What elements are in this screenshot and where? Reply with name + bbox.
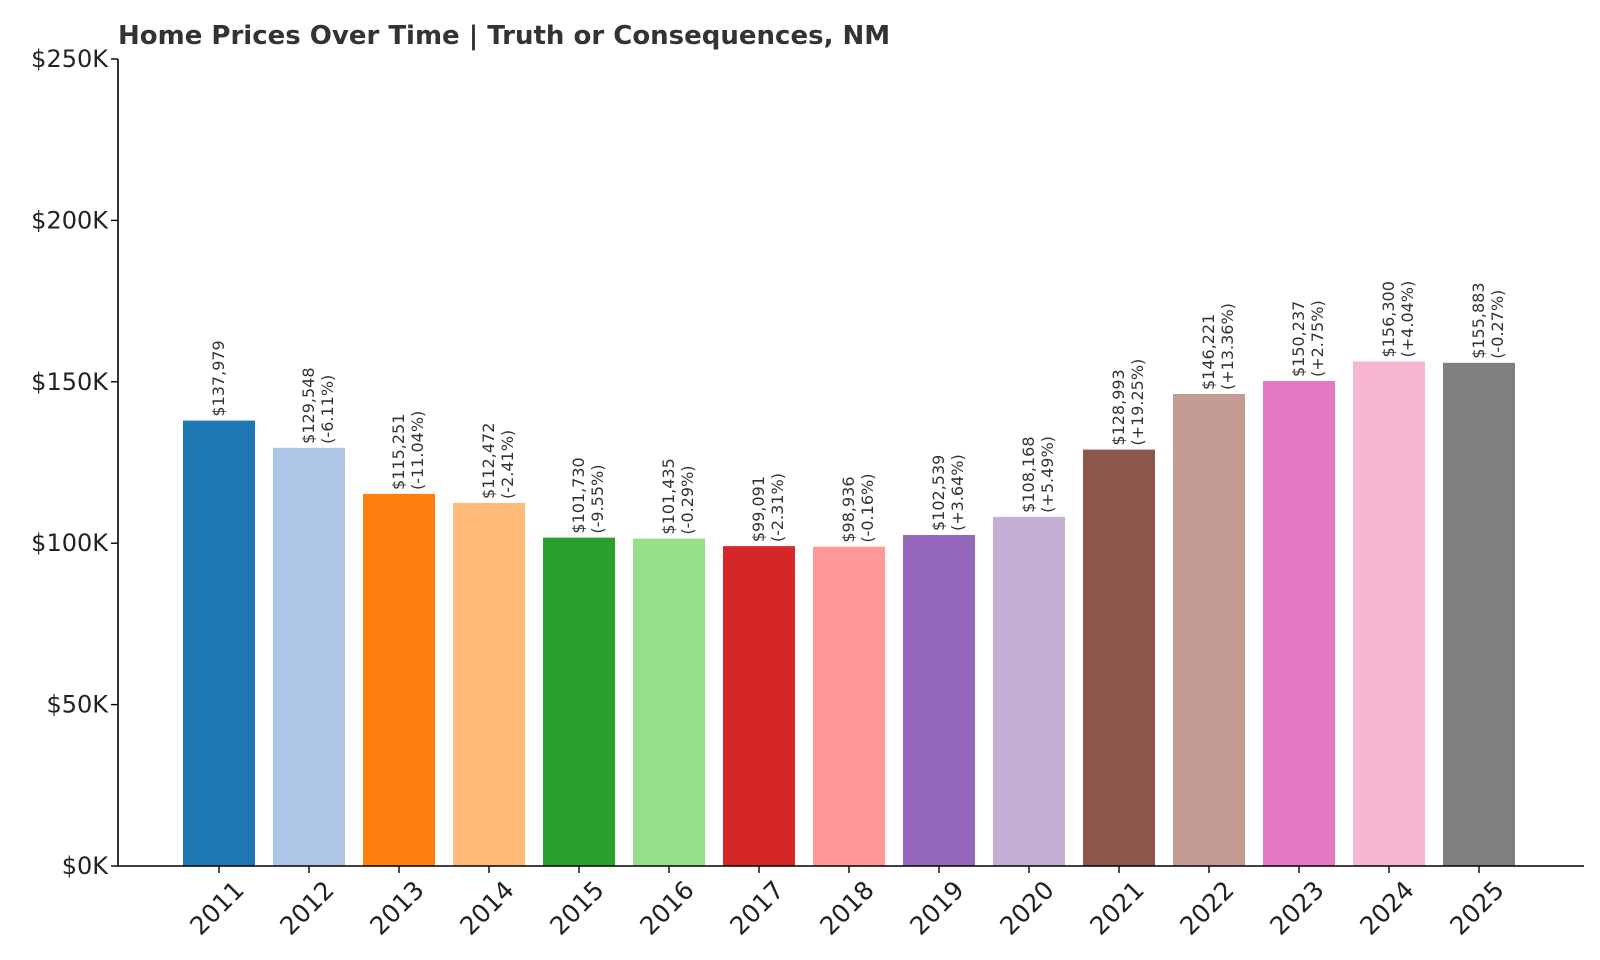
y-tick-label: $250K bbox=[31, 45, 109, 73]
value-label: $137,979 bbox=[209, 340, 228, 416]
x-tick-label: 2011 bbox=[184, 875, 249, 940]
x-tick-label: 2017 bbox=[724, 875, 789, 940]
value-label: $99,091 bbox=[749, 476, 768, 542]
x-tick-label: 2013 bbox=[364, 875, 429, 940]
value-label: $146,221 bbox=[1199, 314, 1218, 390]
x-tick-label: 2016 bbox=[634, 875, 699, 940]
value-label: $115,251 bbox=[389, 414, 408, 490]
x-tick-label: 2022 bbox=[1174, 875, 1239, 940]
chart-title: Home Prices Over Time | Truth or Consequ… bbox=[118, 21, 890, 51]
value-label: $156,300 bbox=[1379, 281, 1398, 357]
change-label: (-0.27%) bbox=[1488, 290, 1507, 359]
x-tick-label: 2019 bbox=[904, 875, 969, 940]
x-axis: 2011 2012 2013 2014 2015 2016 2017 2018 2019 2020… bbox=[118, 865, 1584, 941]
change-label: (-11.04%) bbox=[408, 411, 427, 490]
bar-2019 bbox=[903, 535, 975, 866]
change-label: (-2.41%) bbox=[498, 430, 517, 499]
x-tick-label: 2015 bbox=[544, 875, 609, 940]
x-tick-label: 2025 bbox=[1444, 875, 1509, 940]
bar-2014 bbox=[453, 502, 525, 866]
x-tick-label: 2021 bbox=[1084, 875, 1149, 940]
x-tick-label: 2012 bbox=[274, 875, 339, 940]
value-label: $150,237 bbox=[1289, 301, 1308, 377]
y-tick-label: $100K bbox=[31, 529, 109, 557]
change-label: (+5.49%) bbox=[1038, 436, 1057, 513]
value-label: $101,435 bbox=[659, 458, 678, 534]
bars bbox=[183, 361, 1515, 866]
bar-2023 bbox=[1263, 381, 1335, 866]
change-label: (-0.16%) bbox=[858, 474, 877, 543]
bar-2021 bbox=[1083, 449, 1155, 866]
change-label: (+2.75%) bbox=[1308, 300, 1327, 377]
bar-2025 bbox=[1443, 362, 1515, 866]
bar-2020 bbox=[993, 516, 1065, 866]
change-label: (+3.64%) bbox=[948, 454, 967, 531]
bar-2011 bbox=[183, 420, 255, 866]
change-label: (-0.29%) bbox=[678, 465, 697, 534]
change-label: (+13.36%) bbox=[1218, 303, 1237, 390]
change-label: (+4.04%) bbox=[1398, 281, 1417, 358]
change-label: (-6.11%) bbox=[318, 375, 337, 444]
bar-2013 bbox=[363, 493, 435, 866]
bar-2015 bbox=[543, 537, 615, 866]
bar-2022 bbox=[1173, 393, 1245, 866]
value-label: $129,548 bbox=[299, 367, 318, 443]
value-label: $98,936 bbox=[839, 476, 858, 542]
value-label: $128,993 bbox=[1109, 369, 1128, 445]
value-label: $102,539 bbox=[929, 455, 948, 531]
value-label: $155,883 bbox=[1469, 282, 1488, 358]
y-axis: $0K $50K $100K $150K $200K $250K bbox=[31, 45, 119, 880]
x-tick-label: 2020 bbox=[994, 875, 1059, 940]
change-label: (-9.55%) bbox=[588, 465, 607, 534]
x-tick-label: 2018 bbox=[814, 875, 879, 940]
bar-2012 bbox=[273, 447, 345, 866]
change-label: (+19.25%) bbox=[1128, 359, 1147, 446]
y-tick-label: $0K bbox=[62, 852, 110, 880]
y-tick-label: $150K bbox=[31, 368, 109, 396]
bar-2018 bbox=[813, 546, 885, 866]
x-tick-label: 2024 bbox=[1354, 875, 1419, 940]
value-label: $101,730 bbox=[569, 457, 588, 533]
data-labels: $137,979 $129,548 (-6.11%) $115,251 (-11.04%… bbox=[209, 281, 1507, 543]
y-tick-label: $200K bbox=[31, 206, 109, 234]
x-tick-label: 2014 bbox=[454, 875, 519, 940]
y-tick-label: $50K bbox=[46, 691, 109, 719]
change-label: (-2.31%) bbox=[768, 473, 787, 542]
x-tick-label: 2023 bbox=[1264, 875, 1329, 940]
bar-2024 bbox=[1353, 361, 1425, 866]
bar-2016 bbox=[633, 538, 705, 866]
bar-2017 bbox=[723, 546, 795, 866]
value-label: $108,168 bbox=[1019, 436, 1038, 512]
value-label: $112,472 bbox=[479, 423, 498, 499]
